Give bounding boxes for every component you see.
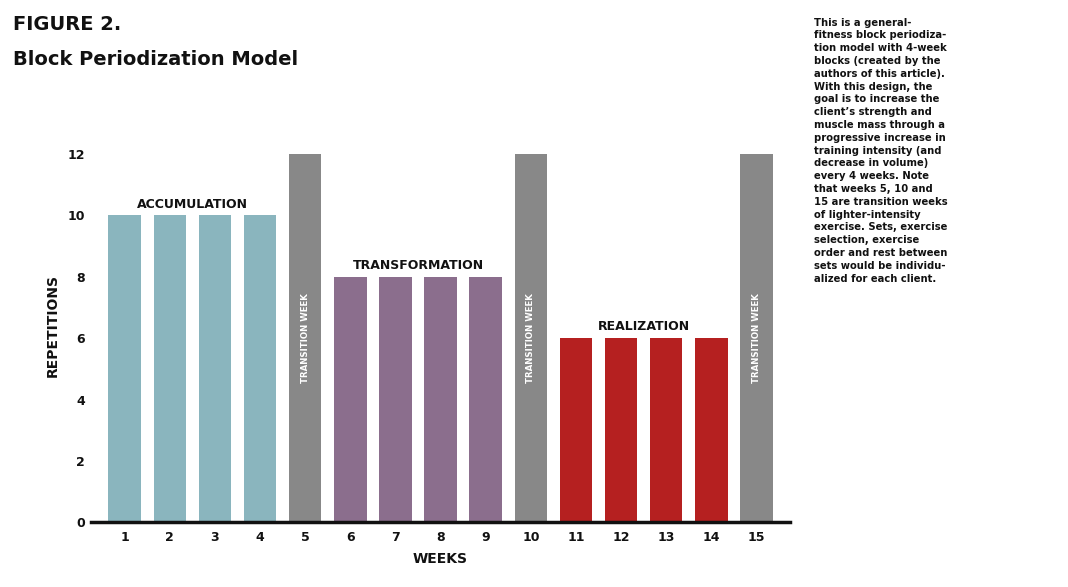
Bar [515,154,547,522]
Bar [470,276,502,522]
Bar [379,276,411,522]
Text: ACCUMULATION: ACCUMULATION [137,198,248,211]
Bar [650,338,682,522]
Bar [244,215,277,522]
Text: Block Periodization Model: Block Periodization Model [13,50,298,69]
Text: This is a general-
fitness block periodiza-
tion model with 4-week
blocks (creat: This is a general- fitness block periodi… [814,18,947,284]
Bar [695,338,727,522]
Bar [199,215,231,522]
Text: TRANSITION WEEK: TRANSITION WEEK [301,293,310,383]
Text: FIGURE 2.: FIGURE 2. [13,15,121,33]
Text: TRANSITION WEEK: TRANSITION WEEK [752,293,761,383]
Bar [424,276,457,522]
Bar [604,338,638,522]
Text: TRANSFORMATION: TRANSFORMATION [352,259,484,272]
Bar [108,215,141,522]
Bar [334,276,366,522]
Text: TRANSITION WEEK: TRANSITION WEEK [527,293,535,383]
Bar [289,154,321,522]
Bar [740,154,773,522]
Y-axis label: REPETITIONS: REPETITIONS [46,274,60,377]
Bar [154,215,186,522]
Bar [560,338,592,522]
X-axis label: WEEKS: WEEKS [413,552,468,566]
Text: REALIZATION: REALIZATION [598,321,690,333]
